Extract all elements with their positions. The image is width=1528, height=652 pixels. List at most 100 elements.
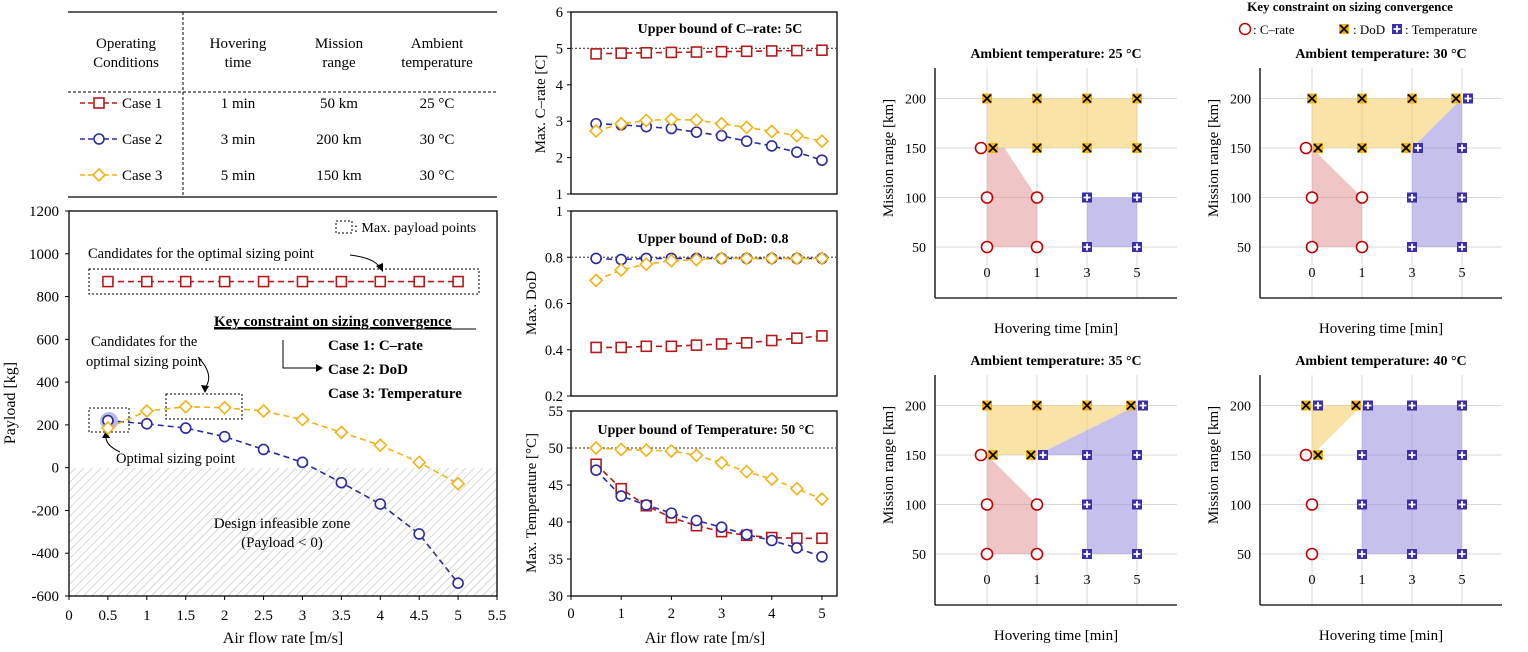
- data-point: [640, 340, 653, 353]
- map-title: Ambient temperature: 35 °C: [970, 354, 1141, 369]
- y-tick-label: 1: [556, 187, 563, 203]
- payload-point: [452, 275, 464, 288]
- constraint-region: [987, 405, 1137, 455]
- constraint-region: [1037, 405, 1137, 554]
- infeasible-label-1: Design infeasible zone: [214, 516, 351, 532]
- temperature-marker: [1357, 549, 1367, 559]
- dod-marker: [1032, 143, 1042, 153]
- constraint-region: [987, 148, 1037, 247]
- table-cell-temp: 30 °C: [420, 168, 455, 184]
- x-tick-label: 5.5: [488, 608, 507, 624]
- map-y-tick-label: 150: [905, 449, 926, 464]
- temperature-marker: [1082, 549, 1092, 559]
- payload-point: [334, 425, 349, 440]
- temperature-marker-plus: [1358, 501, 1366, 508]
- dod-marker-x: [1313, 450, 1323, 460]
- data-point: [689, 252, 704, 267]
- data-point: [588, 440, 604, 456]
- temperature-marker: [1132, 450, 1142, 460]
- series-line-0: [595, 463, 822, 540]
- map-y-tick-label: 100: [905, 499, 926, 514]
- key-case1: Case 1: C–rate: [328, 338, 423, 354]
- crate-marker: [1030, 498, 1044, 511]
- dod-marker-x: [1357, 93, 1367, 104]
- legend-temperature-label: : Temperature: [1405, 22, 1477, 37]
- temperature-marker-plus: [1408, 501, 1416, 508]
- map-y-tick-label: 200: [905, 93, 926, 108]
- temperature-marker-plus: [1408, 243, 1416, 251]
- crate-marker: [1305, 191, 1319, 204]
- y-tick-label: 1200: [29, 204, 59, 220]
- payload-point: [141, 418, 153, 430]
- x-tick-label: 2.5: [254, 608, 273, 624]
- temperature-marker: [1132, 549, 1142, 559]
- series-line-1: [596, 122, 823, 161]
- crate-marker: [1355, 240, 1369, 254]
- dod-marker: [1082, 93, 1092, 104]
- series-line-2: [595, 118, 823, 143]
- constraint-region: [1412, 98, 1462, 247]
- data-point: [640, 46, 653, 59]
- temperature-marker: [1132, 499, 1142, 510]
- series-line-2: [596, 447, 823, 500]
- dod-marker: [1313, 143, 1323, 153]
- temperature-marker-plus: [1458, 144, 1466, 152]
- payload-point: [335, 476, 348, 489]
- data-point: [791, 532, 803, 545]
- data-point: [590, 341, 602, 354]
- y-tick-label: 45: [549, 478, 564, 494]
- map-x-tick-label: 5: [1459, 266, 1466, 281]
- dod-marker: [1313, 450, 1323, 460]
- y-tick-label: 0.4: [545, 343, 564, 359]
- crate-marker: [1030, 191, 1044, 204]
- arrowhead-mid: [201, 385, 209, 393]
- dod-marker: [982, 93, 992, 104]
- payload-point: [218, 430, 231, 443]
- dod-ylabel: Max. DoD: [524, 271, 540, 335]
- crate-marker: [1299, 448, 1313, 462]
- data-point: [614, 442, 629, 457]
- data-point: [765, 45, 778, 57]
- x-tick-label: 2: [668, 606, 675, 622]
- data-point: [714, 116, 729, 131]
- data-point: [639, 257, 654, 272]
- legend-crate-label: : C–rate: [1253, 22, 1295, 37]
- table-cell-temp: 30 °C: [420, 132, 455, 148]
- payload-point: [374, 275, 387, 288]
- data-point: [665, 340, 678, 353]
- legend-dod-marker: [1339, 24, 1349, 34]
- y-tick-label: 50: [549, 441, 564, 457]
- y-tick-label: 4: [556, 78, 564, 94]
- map-legend: Key constraint on sizing convergence : C…: [1238, 0, 1477, 37]
- map-y-tick-label: 50: [912, 548, 926, 563]
- map-x-tick-label: 3: [1084, 266, 1091, 281]
- dod-marker-x: [988, 143, 998, 153]
- data-point: [740, 528, 753, 541]
- map-title: Ambient temperature: 40 °C: [1295, 354, 1466, 369]
- temperature-marker: [1082, 242, 1092, 252]
- dod-marker-x: [982, 93, 992, 104]
- temperature-marker: [1313, 400, 1323, 411]
- crate-marker: [1355, 191, 1369, 204]
- temperature-marker: [1457, 549, 1467, 559]
- temperature-marker: [1413, 143, 1423, 153]
- max-payload-legend-label: : Max. payload points: [354, 221, 476, 236]
- key-constraint-title: Key constraint on sizing convergence: [214, 314, 452, 330]
- crate-chart: Upper bound of C–rate: 5C Max. C–rate [C…: [533, 5, 838, 203]
- temperature-marker-plus: [1083, 243, 1091, 251]
- dod-marker: [988, 143, 998, 153]
- payload-point: [296, 275, 309, 288]
- map-legend-title: Key constraint on sizing convergence: [1247, 0, 1453, 14]
- temperature-marker-plus: [1364, 402, 1372, 409]
- data-point: [814, 134, 830, 149]
- temperature-marker-plus: [1133, 194, 1141, 201]
- temperature-marker-plus: [1039, 451, 1047, 459]
- dod-marker: [982, 400, 992, 411]
- payload-point: [373, 438, 388, 453]
- temperature-marker-plus: [1139, 402, 1147, 409]
- y-tick-label: 0.6: [545, 297, 563, 313]
- data-point: [664, 253, 679, 268]
- temperature-marker: [1363, 400, 1373, 411]
- x-tick-label: 0: [567, 606, 574, 622]
